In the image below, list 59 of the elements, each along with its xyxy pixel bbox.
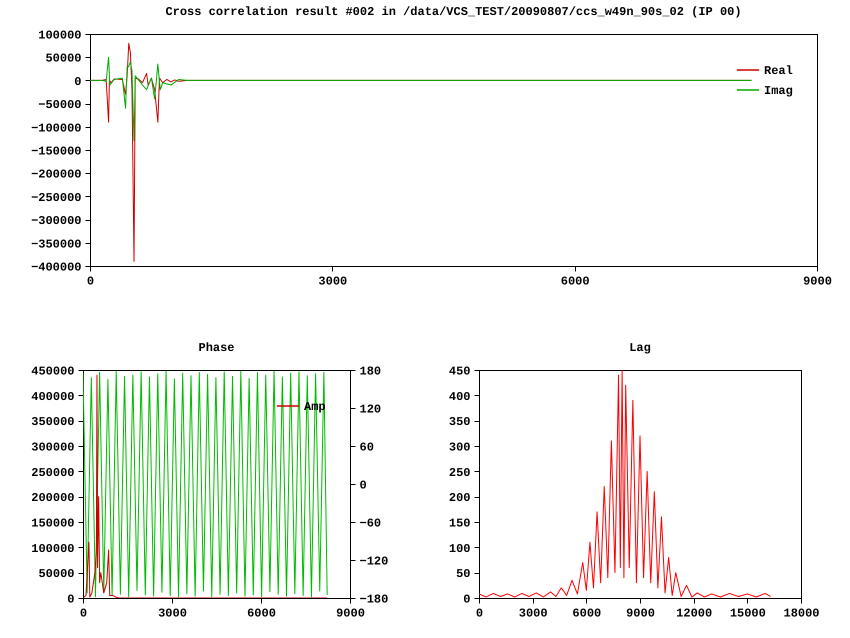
line-series: [90, 56, 752, 142]
y2-tick-label: −180: [360, 592, 388, 606]
y-tick-label: 300: [448, 440, 470, 454]
chart-title: Cross correlation result #002 in /data/VCS_TEST/20090807/ccs_w49n_90s_02 (IP 00): [165, 5, 742, 19]
x-tick-label: 6000: [572, 606, 602, 620]
y-tick-label: 400: [448, 390, 470, 404]
legend-label: Imag: [764, 84, 793, 98]
y-tick-label: −350000: [31, 237, 82, 252]
y2-tick-label: −60: [360, 516, 382, 530]
x-tick-label: 3000: [318, 274, 348, 288]
y-tick-label: 150000: [31, 516, 74, 530]
y-tick-label: 100000: [38, 28, 82, 42]
y-tick-label: 200000: [31, 491, 74, 506]
y-tick-label: 150: [448, 516, 470, 530]
x-tick-label: 9000: [803, 274, 832, 288]
x-tick-label: 9000: [626, 606, 655, 620]
x-tick-label: 6000: [560, 274, 590, 288]
line-series: [479, 370, 772, 598]
x-tick-label: 3000: [518, 606, 548, 620]
y-tick-label: 100000: [31, 542, 74, 556]
chart-title: Phase: [198, 341, 235, 355]
x-tick-label: 6000: [247, 606, 276, 620]
y-tick-label: 50: [456, 567, 470, 582]
x-tick-label: 15000: [730, 606, 766, 620]
y-tick-label: −50000: [38, 98, 82, 112]
y-tick-label: −100000: [31, 121, 82, 136]
y2-tick-label: −120: [360, 554, 388, 568]
y-tick-label: 50000: [45, 52, 82, 66]
y-tick-label: 250000: [31, 466, 74, 480]
y-tick-label: 0: [67, 592, 74, 606]
legend-label: Real: [764, 64, 793, 78]
y-tick-label: 350000: [31, 415, 74, 430]
y2-tick-label: 0: [360, 478, 367, 492]
y2-tick-label: 60: [360, 440, 374, 454]
y-tick-label: −400000: [31, 260, 82, 274]
y-tick-label: 250: [448, 466, 470, 480]
chart-title: Lag: [629, 341, 651, 355]
y-tick-label: −250000: [31, 190, 82, 205]
y-tick-label: 200: [448, 491, 470, 506]
x-tick-label: 0: [476, 606, 484, 620]
y-tick-label: 100: [448, 542, 470, 556]
y2-tick-label: 120: [360, 402, 382, 416]
y-tick-label: 450000: [31, 364, 74, 378]
x-tick-label: 18000: [783, 606, 820, 620]
y-tick-label: 0: [463, 592, 470, 606]
y-tick-label: 50000: [38, 567, 74, 582]
x-tick-label: 12000: [676, 606, 712, 620]
y2-tick-label: 180: [360, 364, 382, 378]
y-tick-label: 300000: [31, 440, 74, 454]
y-tick-label: −150000: [31, 144, 82, 158]
y-tick-label: 350: [448, 415, 470, 430]
x-tick-label: 3000: [158, 606, 187, 620]
y-tick-label: 400000: [31, 390, 74, 404]
y-tick-label: −300000: [31, 214, 82, 228]
y-tick-label: 0: [74, 74, 82, 89]
y-tick-label: 450: [448, 364, 470, 378]
y-tick-label: −200000: [31, 168, 82, 182]
x-tick-label: 9000: [336, 606, 365, 620]
x-tick-label: 0: [86, 274, 94, 288]
